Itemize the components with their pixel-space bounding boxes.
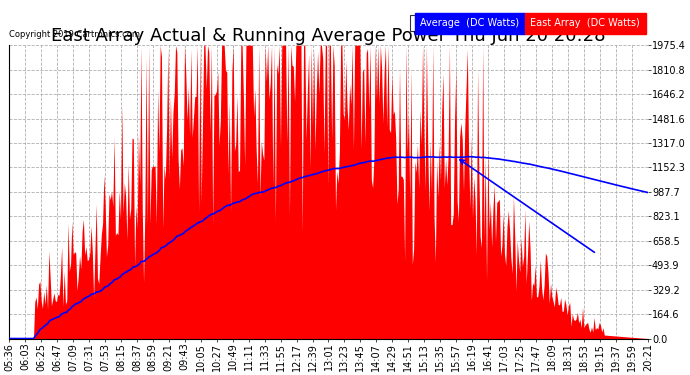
Text: Copyright 2019 Cartronics.com: Copyright 2019 Cartronics.com: [9, 30, 140, 39]
Title: East Array Actual & Running Average Power Thu Jun 20 20:28: East Array Actual & Running Average Powe…: [51, 27, 606, 45]
Legend: Average  (DC Watts), East Array  (DC Watts): Average (DC Watts), East Array (DC Watts…: [410, 15, 643, 31]
